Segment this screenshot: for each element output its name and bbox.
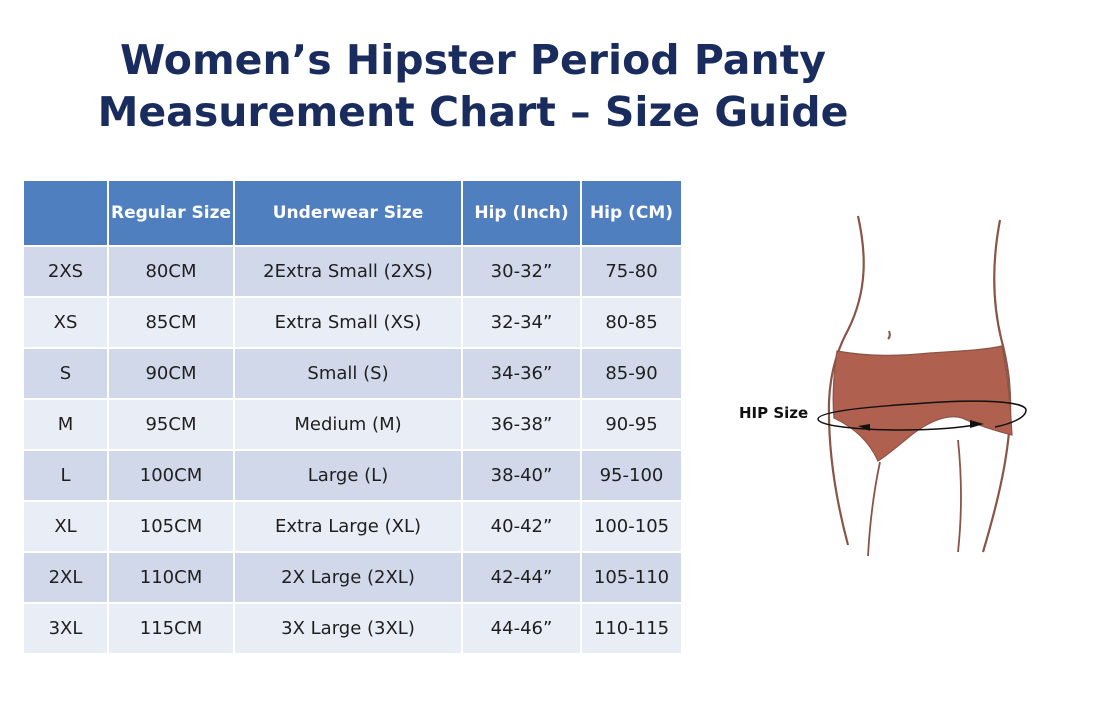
table-row: 2XS 80CM 2Extra Small (2XS) 30-32” 75-80 (24, 246, 681, 298)
cell-regular-size: 105CM (108, 501, 235, 553)
cell-hip-cm: 105-110 (581, 552, 681, 604)
cell-underwear-size: Extra Large (XL) (234, 501, 463, 553)
cell-regular-size: 100CM (108, 450, 235, 502)
hip-size-label: HIP Size (739, 404, 809, 422)
header-regular-size: Regular Size (108, 181, 235, 247)
leg-inner-right (957, 439, 962, 553)
table-row: M 95CM Medium (M) 36-38” 90-95 (24, 399, 681, 451)
cell-hip-cm: 100-105 (581, 501, 681, 553)
cell-regular-size: 90CM (108, 348, 235, 400)
body-figure-illustration (817, 215, 1027, 557)
cell-regular-size: 85CM (108, 297, 235, 349)
cell-regular-size: 95CM (108, 399, 235, 451)
cell-hip-inch: 36-38” (462, 399, 582, 451)
hip-measure-band-back (911, 400, 1027, 428)
cell-size-code: S (24, 348, 109, 400)
body-outline-left (827, 215, 865, 546)
size-chart-table: Regular Size Underwear Size Hip (Inch) H… (24, 181, 681, 655)
title-line-1: Women’s Hipster Period Panty (120, 36, 826, 84)
cell-hip-inch: 42-44” (462, 552, 582, 604)
cell-size-code: XS (24, 297, 109, 349)
header-underwear-size: Underwear Size (234, 181, 463, 247)
cell-hip-cm: 110-115 (581, 603, 681, 655)
cell-hip-inch: 30-32” (462, 246, 582, 298)
cell-regular-size: 110CM (108, 552, 235, 604)
cell-underwear-size: 3X Large (3XL) (234, 603, 463, 655)
cell-underwear-size: Large (L) (234, 450, 463, 502)
cell-hip-inch: 32-34” (462, 297, 582, 349)
header-hip-cm: Hip (CM) (581, 181, 681, 247)
cell-size-code: M (24, 399, 109, 451)
cell-regular-size: 80CM (108, 246, 235, 298)
cell-size-code: 2XL (24, 552, 109, 604)
cell-hip-cm: 95-100 (581, 450, 681, 502)
table-row: L 100CM Large (L) 38-40” 95-100 (24, 450, 681, 502)
cell-hip-inch: 34-36” (462, 348, 582, 400)
cell-underwear-size: 2X Large (2XL) (234, 552, 463, 604)
cell-hip-cm: 90-95 (581, 399, 681, 451)
header-hip-inch: Hip (Inch) (462, 181, 582, 247)
cell-hip-inch: 38-40” (462, 450, 582, 502)
cell-hip-inch: 44-46” (462, 603, 582, 655)
cell-size-code: XL (24, 501, 109, 553)
cell-size-code: 2XS (24, 246, 109, 298)
cell-hip-cm: 80-85 (581, 297, 681, 349)
cell-hip-cm: 85-90 (581, 348, 681, 400)
cell-underwear-size: Medium (M) (234, 399, 463, 451)
cell-underwear-size: Extra Small (XS) (234, 297, 463, 349)
header-size-code (24, 181, 109, 247)
table-header-row: Regular Size Underwear Size Hip (Inch) H… (24, 181, 681, 247)
hip-measure-band-front (817, 403, 981, 431)
table-row: S 90CM Small (S) 34-36” 85-90 (24, 348, 681, 400)
navel-mark (887, 330, 891, 340)
arrow-head-left (858, 424, 870, 431)
table-row: XS 85CM Extra Small (XS) 32-34” 80-85 (24, 297, 681, 349)
cell-size-code: 3XL (24, 603, 109, 655)
table-row: 3XL 115CM 3X Large (3XL) 44-46” 110-115 (24, 603, 681, 655)
table-row: 2XL 110CM 2X Large (2XL) 42-44” 105-110 (24, 552, 681, 604)
leg-inner-left (867, 461, 881, 557)
page-title: Women’s Hipster Period Panty Measurement… (0, 34, 946, 138)
cell-size-code: L (24, 450, 109, 502)
cell-hip-cm: 75-80 (581, 246, 681, 298)
body-outline-right (981, 219, 1012, 553)
arrow-head-right (970, 420, 984, 428)
table-row: XL 105CM Extra Large (XL) 40-42” 100-105 (24, 501, 681, 553)
cell-regular-size: 115CM (108, 603, 235, 655)
cell-underwear-size: Small (S) (234, 348, 463, 400)
title-line-2: Measurement Chart – Size Guide (97, 88, 849, 136)
cell-hip-inch: 40-42” (462, 501, 582, 553)
cell-underwear-size: 2Extra Small (2XS) (234, 246, 463, 298)
